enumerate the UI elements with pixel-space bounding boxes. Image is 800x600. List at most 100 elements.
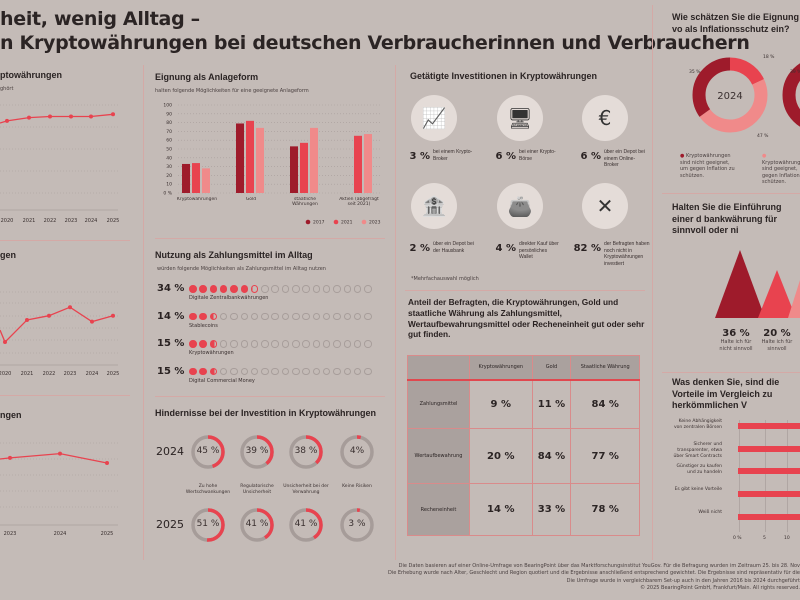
bar-2017: [182, 163, 190, 193]
zentralbank-label: Halte ich für sinnvoll: [761, 339, 793, 352]
donut-slice-label: 35 %: [689, 69, 701, 75]
bar-label: Sicherer und transparenter, etwa über Sm…: [673, 442, 722, 459]
gauge-arc: [340, 508, 374, 542]
dot-empty: [281, 312, 290, 320]
table-cell: 78 %: [570, 483, 640, 536]
dot-filled: [189, 312, 197, 320]
bar-label: Keine Abhängigkeit von zentralen Börsen: [673, 419, 722, 430]
invest-pct: 3 %: [409, 151, 430, 162]
footer-line: Die Daten basieren auf einer Online-Umfr…: [398, 563, 800, 569]
x-tick-label: 2024: [85, 218, 98, 224]
cross-icon: ✕: [596, 194, 614, 218]
section-divider: [405, 290, 645, 291]
row-label: Wertaufbewahrung: [407, 428, 470, 484]
dot-empty: [302, 312, 310, 320]
inflation-title: Wie schätzen Sie die Eignung vo als Infl…: [672, 12, 799, 34]
dot-filled: [250, 285, 259, 293]
legend-label: 2021: [341, 220, 353, 226]
series-line: [0, 306, 114, 344]
data-point: [8, 455, 12, 460]
dot-empty: [292, 285, 300, 293]
section-divider: [662, 193, 800, 194]
page-title-line1: heit, wenig Alltag –: [0, 8, 200, 30]
legend-label: 2017: [313, 220, 325, 226]
dot-empty: [353, 367, 362, 375]
column-divider: [395, 65, 396, 560]
x-tick-label: 10: [784, 536, 790, 541]
y-tick-label: 10: [166, 182, 172, 188]
bar-2021: [300, 142, 308, 193]
x-tick-label: 5: [763, 536, 766, 541]
gauge-arc: [240, 508, 274, 542]
triangle-not-sensible: [715, 250, 765, 318]
x-tick-label: 2022: [43, 371, 56, 377]
dot-empty: [343, 312, 351, 320]
year-label: 2024: [156, 445, 184, 458]
dot-filled: [209, 312, 218, 320]
bar-2023: [310, 127, 318, 193]
data-point: [111, 313, 115, 318]
gauge-arc: [340, 435, 374, 469]
donut-slice-label: 18 %: [763, 54, 775, 60]
invest-pct: 2 %: [409, 243, 430, 254]
gridline: [765, 420, 766, 532]
dot-empty: [292, 367, 300, 375]
left-section1-title: ptowährungen: [0, 70, 62, 80]
gauge: [289, 508, 323, 542]
icon-circle: 📈: [411, 95, 457, 141]
column-divider: [143, 65, 144, 560]
nutzung-label: Digital Commercial Money: [189, 377, 255, 384]
dot-empty: [312, 340, 321, 348]
category-label: staatliche Währungen: [292, 197, 318, 207]
triangle-chart: [715, 250, 800, 318]
gauge-value: 41 %: [294, 519, 318, 529]
x-tick-label: 2020: [0, 371, 11, 377]
left-line-charts: 2020 2021 2022 2023 2024 2025 2020 2021 2022 2023…: [0, 104, 119, 537]
dot-empty: [261, 312, 269, 320]
section-divider: [155, 238, 385, 239]
row-label: Recheneinheit: [407, 483, 470, 536]
y-tick-label: 70: [166, 129, 172, 135]
bar-2021: [192, 163, 200, 193]
comparison-table: Kryptowährungen Gold Staatliche Währung …: [407, 355, 640, 536]
table-cell: 20 %: [469, 428, 533, 484]
dot-empty: [364, 312, 372, 320]
nutzung-subtitle: würden folgende Möglichkeiten als Zahlun…: [157, 266, 326, 272]
dot-empty: [353, 285, 362, 293]
invest-text: der Befragten haben noch nicht in Krypto…: [604, 241, 650, 267]
table-row: Wertaufbewahrung 20 % 84 % 77 %: [407, 428, 640, 484]
gauge-arc: [191, 435, 225, 469]
dot-empty: [292, 340, 300, 348]
dot-empty: [312, 367, 321, 375]
year-label: 2025: [156, 518, 184, 531]
column-header: Gold: [531, 355, 572, 381]
bar-2021: [354, 135, 362, 193]
dot-empty: [312, 285, 321, 293]
category-label: Aktien (abgefragt seit 2021): [339, 197, 379, 207]
data-point: [90, 319, 94, 324]
dot-filled: [209, 285, 218, 293]
legend-suitable: ● Kryptowährungen sind geeignet, gegen I…: [762, 153, 800, 186]
zentralbank-item: 36 % Halte ich für nicht sinnvoll: [718, 328, 754, 352]
y-tick-label: 60: [166, 138, 172, 144]
table-cell: 11 %: [531, 379, 572, 429]
gauge-value: 39 %: [245, 446, 269, 456]
dot-filled: [199, 312, 207, 320]
zentralbank-title: Halten Sie die Einführung einer d bankwä…: [672, 202, 782, 236]
dot-empty: [333, 367, 341, 375]
dot-empty: [364, 340, 372, 348]
invest-text: bei einem Krypto-Broker: [433, 149, 473, 162]
dot-filled: [199, 285, 207, 293]
nutzung-pct: 15 %: [157, 365, 185, 377]
dot-empty: [271, 312, 279, 320]
dot-empty: [333, 340, 341, 348]
x-tick-label: 2023: [64, 371, 77, 377]
legend-dot-icon: ●: [762, 153, 767, 159]
dot-empty: [343, 340, 351, 348]
data-point: [48, 114, 52, 119]
gauge: [340, 435, 374, 469]
dot-filled: [189, 367, 197, 375]
nutzung-label: Digitale Zentralbankwährungen: [189, 295, 269, 301]
dot-empty: [302, 367, 310, 375]
second-donut-label: 39 %: [790, 69, 800, 75]
